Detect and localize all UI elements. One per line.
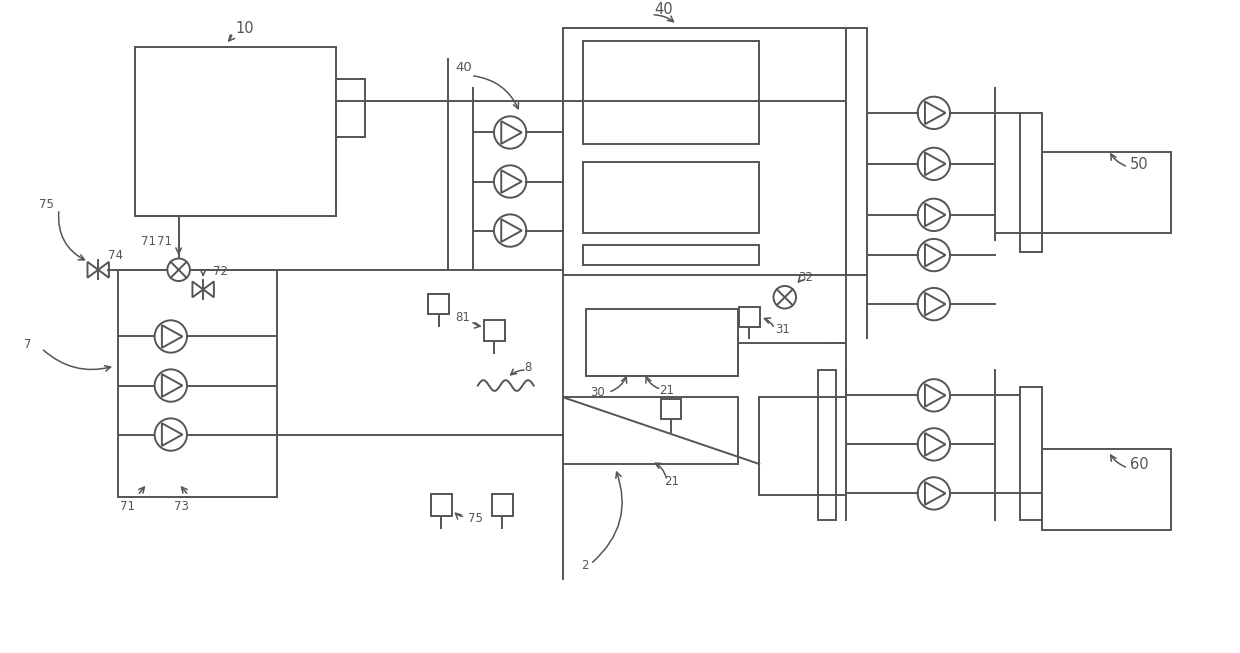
Bar xyxy=(583,41,759,144)
Text: 21: 21 xyxy=(660,385,675,397)
Bar xyxy=(1042,449,1172,530)
Text: 60: 60 xyxy=(1130,457,1148,472)
Text: 21: 21 xyxy=(665,475,680,488)
Bar xyxy=(583,162,759,232)
Bar xyxy=(491,494,513,516)
Text: 50: 50 xyxy=(1130,157,1148,172)
Text: 40: 40 xyxy=(655,2,673,17)
Bar xyxy=(585,309,738,375)
Bar xyxy=(661,399,681,419)
Circle shape xyxy=(167,259,190,281)
Bar xyxy=(428,294,449,315)
Text: 81: 81 xyxy=(455,311,470,324)
Bar xyxy=(484,320,505,342)
Text: 74: 74 xyxy=(108,249,123,262)
Text: 73: 73 xyxy=(174,500,188,513)
Text: 75: 75 xyxy=(467,512,482,525)
Bar xyxy=(428,294,449,315)
Bar xyxy=(1042,152,1172,232)
Bar xyxy=(118,270,277,498)
Text: 71: 71 xyxy=(120,500,135,513)
Text: 71: 71 xyxy=(157,235,172,248)
Text: 2: 2 xyxy=(580,559,588,572)
Text: 10: 10 xyxy=(236,22,254,37)
Text: 75: 75 xyxy=(40,198,55,211)
Bar xyxy=(739,306,760,327)
Circle shape xyxy=(774,286,796,308)
Text: 30: 30 xyxy=(590,387,605,399)
Bar xyxy=(1021,113,1042,252)
Bar xyxy=(1021,387,1042,520)
Bar xyxy=(336,78,365,137)
Text: 8: 8 xyxy=(523,360,531,374)
Text: 40: 40 xyxy=(455,61,472,74)
Text: 72: 72 xyxy=(213,264,228,278)
Bar xyxy=(134,47,336,216)
Bar xyxy=(563,27,846,275)
Bar xyxy=(818,370,836,520)
Text: 7: 7 xyxy=(24,338,31,351)
Text: 32: 32 xyxy=(799,270,813,283)
Bar xyxy=(430,494,453,516)
Text: 31: 31 xyxy=(775,323,790,336)
Bar xyxy=(563,397,738,464)
Bar xyxy=(583,246,759,265)
Text: 71: 71 xyxy=(141,235,156,248)
